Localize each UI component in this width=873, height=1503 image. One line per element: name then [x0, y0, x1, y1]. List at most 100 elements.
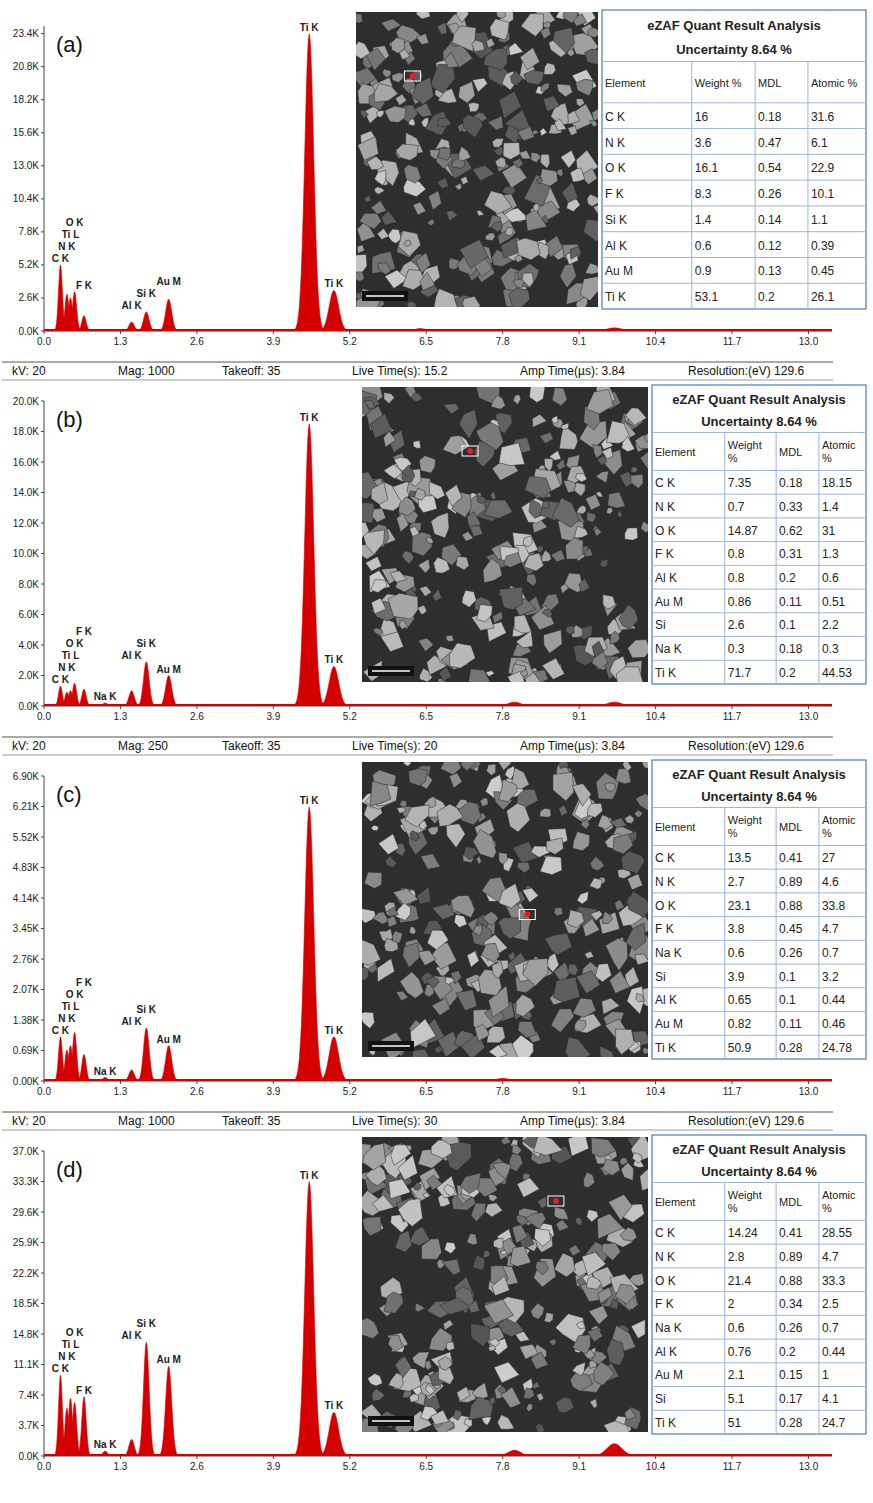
grain — [441, 1137, 459, 1145]
x-tick — [349, 1456, 350, 1459]
peak — [157, 1366, 181, 1456]
x-tick-label: 11.7 — [723, 1461, 742, 1472]
grain — [535, 1261, 548, 1275]
peak-labels: C KN KTi LO KF KNa KAl KSi KAu MTi KTi K — [52, 412, 344, 702]
table-rule — [602, 180, 866, 181]
grain — [409, 1393, 418, 1402]
grain — [619, 605, 638, 630]
sem-image — [362, 762, 648, 1057]
grain — [577, 891, 589, 904]
x-tick-label: 9.1 — [572, 711, 586, 722]
table-cell: 0.65 — [728, 993, 752, 1007]
y-tick — [41, 1364, 44, 1365]
sem-background — [362, 387, 648, 682]
table-header: Weight % — [695, 77, 742, 89]
table-header: MDL — [779, 1196, 802, 1208]
grain — [602, 911, 612, 924]
probe-spot — [553, 1198, 559, 1204]
x-tick-label: 6.5 — [419, 1086, 433, 1097]
grain — [603, 595, 616, 610]
grain — [443, 1320, 453, 1331]
table-rule — [602, 257, 866, 258]
grain — [553, 27, 575, 53]
grain — [371, 825, 379, 831]
grain — [442, 1259, 461, 1275]
grain — [445, 52, 459, 67]
peak — [292, 807, 327, 1081]
quant-table: eZAF Quant Result AnalysisUncertainty 8.… — [602, 10, 866, 309]
grain — [572, 1362, 585, 1376]
table-rule — [602, 154, 866, 155]
peak-label: C K — [52, 1363, 70, 1374]
grain — [414, 488, 425, 500]
grain — [416, 252, 431, 273]
grain — [387, 916, 397, 927]
acquisition-bar: kV: 20Mag: 250Takeoff: 35Live Time(s): 2… — [2, 737, 833, 755]
grain — [426, 537, 433, 543]
scale-bar-box — [368, 666, 414, 676]
table-cell: 53.1 — [695, 290, 719, 304]
acquisition-text: Resolution:(eV) 129.6 — [688, 1114, 804, 1128]
x-tick — [579, 706, 580, 709]
table-subtitle: Uncertainty 8.64 % — [701, 414, 817, 429]
separator — [2, 362, 833, 363]
grain — [410, 1019, 436, 1049]
table-rule — [602, 205, 866, 206]
table-cell: 2.8 — [728, 1250, 745, 1264]
grain — [502, 163, 527, 188]
y-tick-label: 20.8K — [13, 61, 39, 72]
grain — [533, 670, 548, 682]
table-header-line: % — [728, 1202, 738, 1214]
grain — [585, 951, 594, 958]
table-rule — [652, 1220, 866, 1221]
grain — [490, 491, 496, 500]
table-cell: 1 — [822, 1368, 829, 1382]
peak-label: Si K — [137, 288, 157, 299]
grain — [625, 408, 646, 426]
grain — [602, 1159, 620, 1175]
peak — [135, 1028, 157, 1081]
table-cell: 0.6 — [728, 946, 745, 960]
y-tick — [41, 99, 44, 100]
grain — [605, 783, 616, 792]
separator — [2, 737, 833, 738]
grain — [393, 889, 418, 906]
table-rule — [652, 1315, 866, 1316]
table-cell: 0.39 — [811, 239, 835, 253]
peak — [121, 691, 142, 706]
table-cell: 10.1 — [811, 187, 835, 201]
x-tick-label: 6.5 — [419, 336, 433, 347]
grain — [456, 556, 469, 570]
y-tick — [41, 1456, 44, 1457]
x-tick — [196, 1456, 197, 1459]
grain — [410, 927, 416, 935]
table-cell: 0.6 — [822, 571, 839, 585]
grain — [631, 1320, 645, 1339]
table-cell: 0.7 — [822, 946, 839, 960]
grain — [636, 993, 645, 1002]
y-tick — [41, 1303, 44, 1304]
table-cell: 50.9 — [728, 1041, 752, 1055]
y-tick-label: 29.6K — [13, 1207, 39, 1218]
table-header-line: % — [728, 827, 738, 839]
peak — [75, 316, 92, 331]
peak-label: N K — [58, 1351, 76, 1362]
table-cell: 0.28 — [779, 1416, 803, 1430]
table-header: Element — [605, 77, 645, 89]
grain — [371, 580, 387, 593]
y-tick-label: 12.0K — [13, 518, 39, 529]
grain — [418, 559, 430, 573]
peak-label: Ti K — [325, 278, 344, 289]
grain — [413, 441, 421, 449]
grain — [606, 508, 612, 514]
table-cell: 0.28 — [779, 1041, 803, 1055]
grain — [384, 465, 403, 479]
table-cell: Ti K — [655, 1041, 676, 1055]
table-cell: 0.13 — [758, 264, 782, 278]
grain — [468, 669, 492, 682]
y-tick — [41, 523, 44, 524]
table-cell: 4.7 — [822, 922, 839, 936]
grain — [642, 762, 648, 769]
table-cell: 44.53 — [822, 666, 852, 680]
table-cell: O K — [655, 899, 676, 913]
